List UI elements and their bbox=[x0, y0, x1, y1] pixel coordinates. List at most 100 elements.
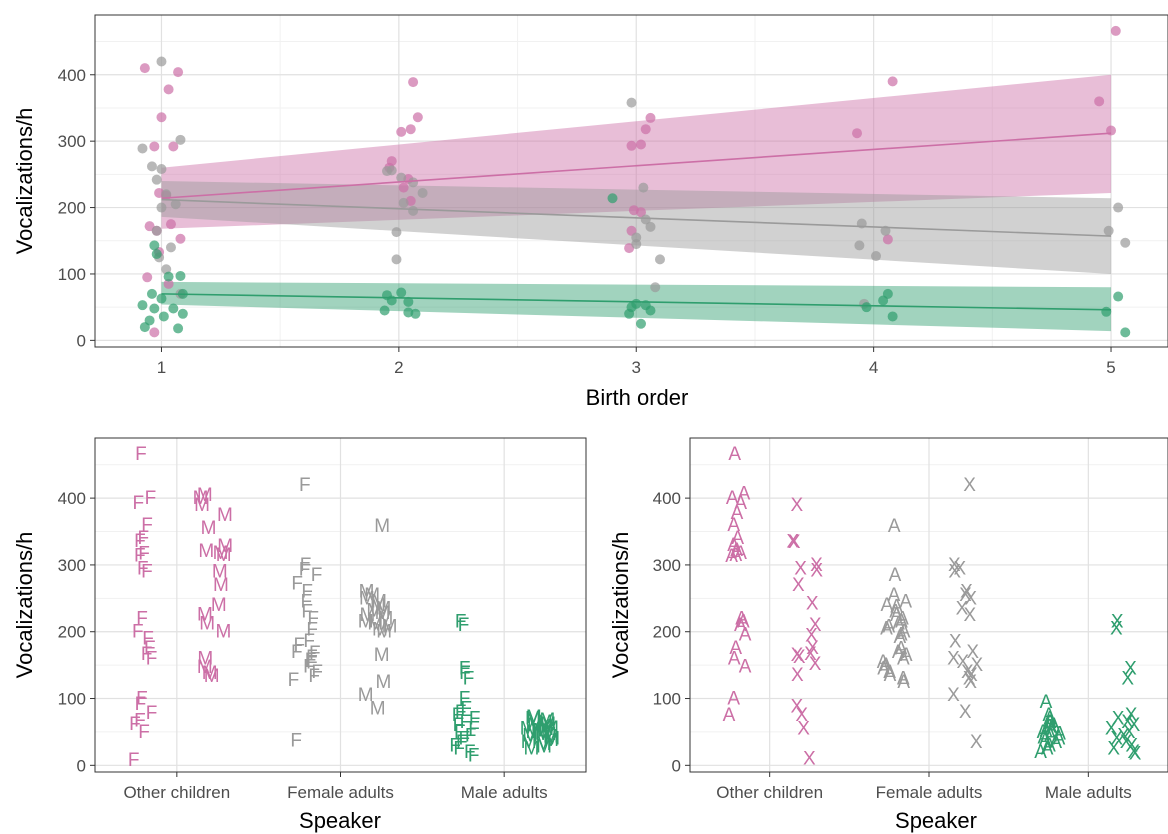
marker-a-male-adults: A bbox=[1043, 705, 1056, 726]
marker-f-other-children: F bbox=[141, 515, 153, 536]
marker-a-other-children: A bbox=[735, 608, 748, 629]
marker-m-female-adults: M bbox=[359, 605, 375, 626]
marker-f-other-children: F bbox=[137, 528, 149, 549]
plot-area bbox=[94, 14, 1168, 348]
marker-m-female-adults: M bbox=[358, 612, 374, 633]
marker-m-male-adults: M bbox=[536, 737, 552, 758]
marker-m-female-adults: M bbox=[370, 699, 386, 720]
marker-x-male-adults: X bbox=[1121, 712, 1134, 733]
marker-m-male-adults: M bbox=[524, 739, 540, 760]
marker-m-male-adults: M bbox=[543, 727, 559, 748]
marker-f-other-children: F bbox=[133, 493, 145, 514]
point-other-children bbox=[635, 139, 646, 150]
marker-a-female-adults: A bbox=[898, 622, 911, 643]
point-other-children bbox=[398, 182, 409, 193]
marker-x-female-adults: X bbox=[959, 585, 972, 606]
marker-a-male-adults: A bbox=[1044, 725, 1057, 746]
marker-m-female-adults: M bbox=[359, 582, 375, 603]
marker-x-other-children: X bbox=[786, 532, 799, 553]
marker-m-male-adults: M bbox=[535, 734, 551, 755]
point-other-children bbox=[173, 67, 184, 78]
marker-a-female-adults: A bbox=[896, 608, 909, 629]
marker-m-female-adults: M bbox=[358, 685, 374, 706]
marker-a-female-adults: A bbox=[890, 605, 903, 626]
marker-a-other-children: A bbox=[734, 543, 747, 564]
fit-line-other-children bbox=[161, 132, 1112, 200]
marker-f-female-adults: F bbox=[301, 582, 313, 603]
marker-a-other-children: A bbox=[734, 615, 747, 636]
point-female-adults bbox=[640, 214, 651, 225]
point-other-children bbox=[1110, 25, 1121, 36]
point-female-adults bbox=[391, 227, 402, 238]
marker-m-female-adults: M bbox=[382, 616, 398, 637]
marker-f-female-adults: F bbox=[300, 592, 312, 613]
point-male-adults bbox=[168, 303, 179, 314]
point-female-adults bbox=[151, 174, 162, 185]
y-tick-label: 100 bbox=[58, 690, 86, 709]
marker-f-male-adults: F bbox=[454, 722, 466, 743]
marker-a-other-children: A bbox=[723, 705, 736, 726]
y-axis-title: Vocalizations/h bbox=[12, 108, 37, 255]
marker-m-other-children: M bbox=[197, 648, 213, 669]
point-female-adults bbox=[146, 161, 157, 172]
marker-f-female-adults: F bbox=[308, 666, 320, 687]
point-male-adults bbox=[151, 249, 162, 260]
point-female-adults bbox=[408, 205, 419, 216]
marker-m-male-adults: M bbox=[541, 724, 557, 745]
marker-m-male-adults: M bbox=[526, 707, 542, 728]
marker-x-other-children: X bbox=[795, 705, 808, 726]
marker-f-other-children: F bbox=[137, 558, 149, 579]
point-male-adults bbox=[1101, 306, 1112, 317]
point-other-children bbox=[168, 141, 179, 152]
marker-x-male-adults: X bbox=[1112, 709, 1125, 730]
point-male-adults bbox=[882, 288, 893, 299]
marker-a-male-adults: A bbox=[1034, 742, 1047, 763]
point-other-children bbox=[635, 207, 646, 218]
point-other-children bbox=[149, 141, 160, 152]
marker-f-other-children: F bbox=[141, 644, 153, 665]
panel-border bbox=[689, 437, 1168, 773]
marker-f-other-children: F bbox=[144, 638, 156, 659]
marker-m-male-adults: M bbox=[537, 712, 553, 733]
y-tick-label: 200 bbox=[58, 623, 86, 642]
marker-a-other-children: A bbox=[728, 444, 741, 465]
marker-f-other-children: F bbox=[136, 608, 148, 629]
point-male-adults bbox=[379, 305, 390, 316]
marker-f-male-adults: F bbox=[463, 668, 475, 689]
marker-x-male-adults: X bbox=[1129, 743, 1142, 764]
marker-f-other-children: F bbox=[134, 711, 146, 732]
marker-a-other-children: A bbox=[734, 493, 747, 514]
marker-f-male-adults: F bbox=[456, 732, 468, 753]
point-male-adults bbox=[158, 311, 169, 322]
marker-f-male-adults: F bbox=[449, 735, 461, 756]
marker-f-female-adults: F bbox=[291, 574, 303, 595]
marker-a-female-adults: A bbox=[895, 624, 908, 645]
fit-lines bbox=[161, 132, 1112, 311]
marker-a-female-adults: A bbox=[883, 662, 896, 683]
x-tick-label: Male adults bbox=[1045, 783, 1132, 802]
marker-m-other-children: M bbox=[197, 485, 213, 506]
point-male-adults bbox=[607, 193, 618, 204]
point-male-adults bbox=[861, 302, 872, 313]
marker-a-male-adults: A bbox=[1039, 730, 1052, 751]
point-male-adults bbox=[624, 308, 635, 319]
marker-x-female-adults: X bbox=[964, 672, 977, 693]
point-female-adults bbox=[854, 240, 865, 251]
marker-f-other-children: F bbox=[146, 648, 158, 669]
marker-f-female-adults: F bbox=[299, 475, 311, 496]
marker-m-female-adults: M bbox=[374, 516, 390, 537]
point-female-adults bbox=[626, 97, 637, 108]
marker-x-other-children: X bbox=[791, 697, 804, 718]
x-tick-label: 4 bbox=[869, 358, 878, 377]
marker-m-female-adults: M bbox=[370, 595, 386, 616]
marker-m-male-adults: M bbox=[525, 709, 541, 730]
marker-f-female-adults: F bbox=[306, 647, 318, 668]
marker-f-female-adults: F bbox=[293, 635, 305, 656]
marker-f-other-children: F bbox=[142, 628, 154, 649]
y-tick-label: 200 bbox=[58, 199, 86, 218]
marker-a-female-adults: A bbox=[888, 516, 901, 537]
marker-m-other-children: M bbox=[197, 657, 213, 678]
marker-x-female-adults: X bbox=[959, 702, 972, 723]
marker-f-male-adults: F bbox=[458, 729, 470, 750]
